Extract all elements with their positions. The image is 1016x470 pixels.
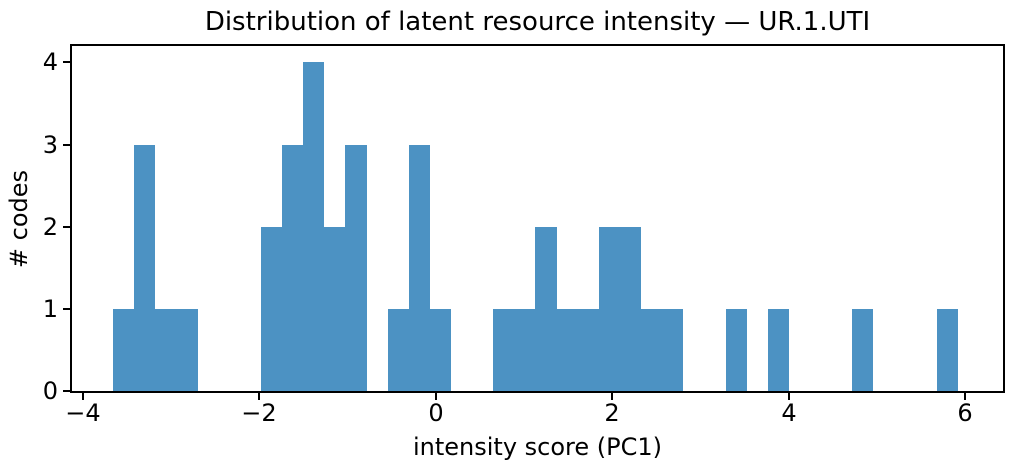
histogram-bar (409, 145, 430, 391)
x-tick-label: 4 (781, 399, 797, 427)
histogram-bar (726, 309, 747, 391)
histogram-bar (768, 309, 789, 391)
y-tick-label: 2 (42, 213, 58, 241)
y-tick-label: 0 (42, 377, 58, 405)
x-axis-label: intensity score (PC1) (412, 433, 663, 461)
histogram-bar (113, 309, 134, 391)
y-tick-mark (63, 308, 70, 310)
y-tick-label: 4 (42, 48, 58, 76)
histogram-bar (514, 309, 535, 391)
y-tick-label: 3 (42, 131, 58, 159)
histogram-bar (937, 309, 958, 391)
histogram-bar (662, 309, 683, 391)
histogram-bar (303, 62, 324, 391)
histogram-bar (599, 227, 620, 391)
histogram-bar (176, 309, 198, 391)
y-axis-label: # codes (5, 169, 33, 268)
histogram-bar (261, 227, 282, 391)
chart-title: Distribution of latent resource intensit… (204, 7, 871, 37)
histogram-bar (282, 145, 303, 391)
x-tick-mark (435, 393, 437, 400)
x-tick-label: 2 (604, 399, 620, 427)
histogram-bar (430, 309, 451, 391)
x-tick-mark (964, 393, 966, 400)
histogram-bar (535, 227, 557, 391)
y-axis-label-box: # codes (0, 44, 79, 393)
y-tick-mark (63, 144, 70, 146)
y-tick-mark (63, 61, 70, 63)
histogram-bar (345, 145, 367, 391)
histogram-bar (620, 227, 641, 391)
x-tick-mark (258, 393, 260, 400)
y-tick-mark (63, 390, 70, 392)
bars-layer (72, 46, 1003, 391)
x-tick-label: −2 (241, 399, 277, 427)
histogram-bar (852, 309, 873, 391)
histogram-bar (324, 227, 345, 391)
histogram-bar (641, 309, 662, 391)
y-tick-mark (63, 226, 70, 228)
histogram-bar (493, 309, 514, 391)
x-tick-label: 0 (428, 399, 444, 427)
histogram-bar (557, 309, 578, 391)
x-tick-label: 6 (957, 399, 973, 427)
histogram-bar (388, 309, 409, 391)
plot-area (70, 44, 1005, 393)
x-tick-label: −4 (65, 399, 101, 427)
y-tick-label: 1 (42, 295, 58, 323)
x-tick-mark (788, 393, 790, 400)
histogram-bar (155, 309, 176, 391)
x-tick-mark (611, 393, 613, 400)
histogram-bar (578, 309, 599, 391)
histogram-bar (134, 145, 155, 391)
x-tick-mark (82, 393, 84, 400)
